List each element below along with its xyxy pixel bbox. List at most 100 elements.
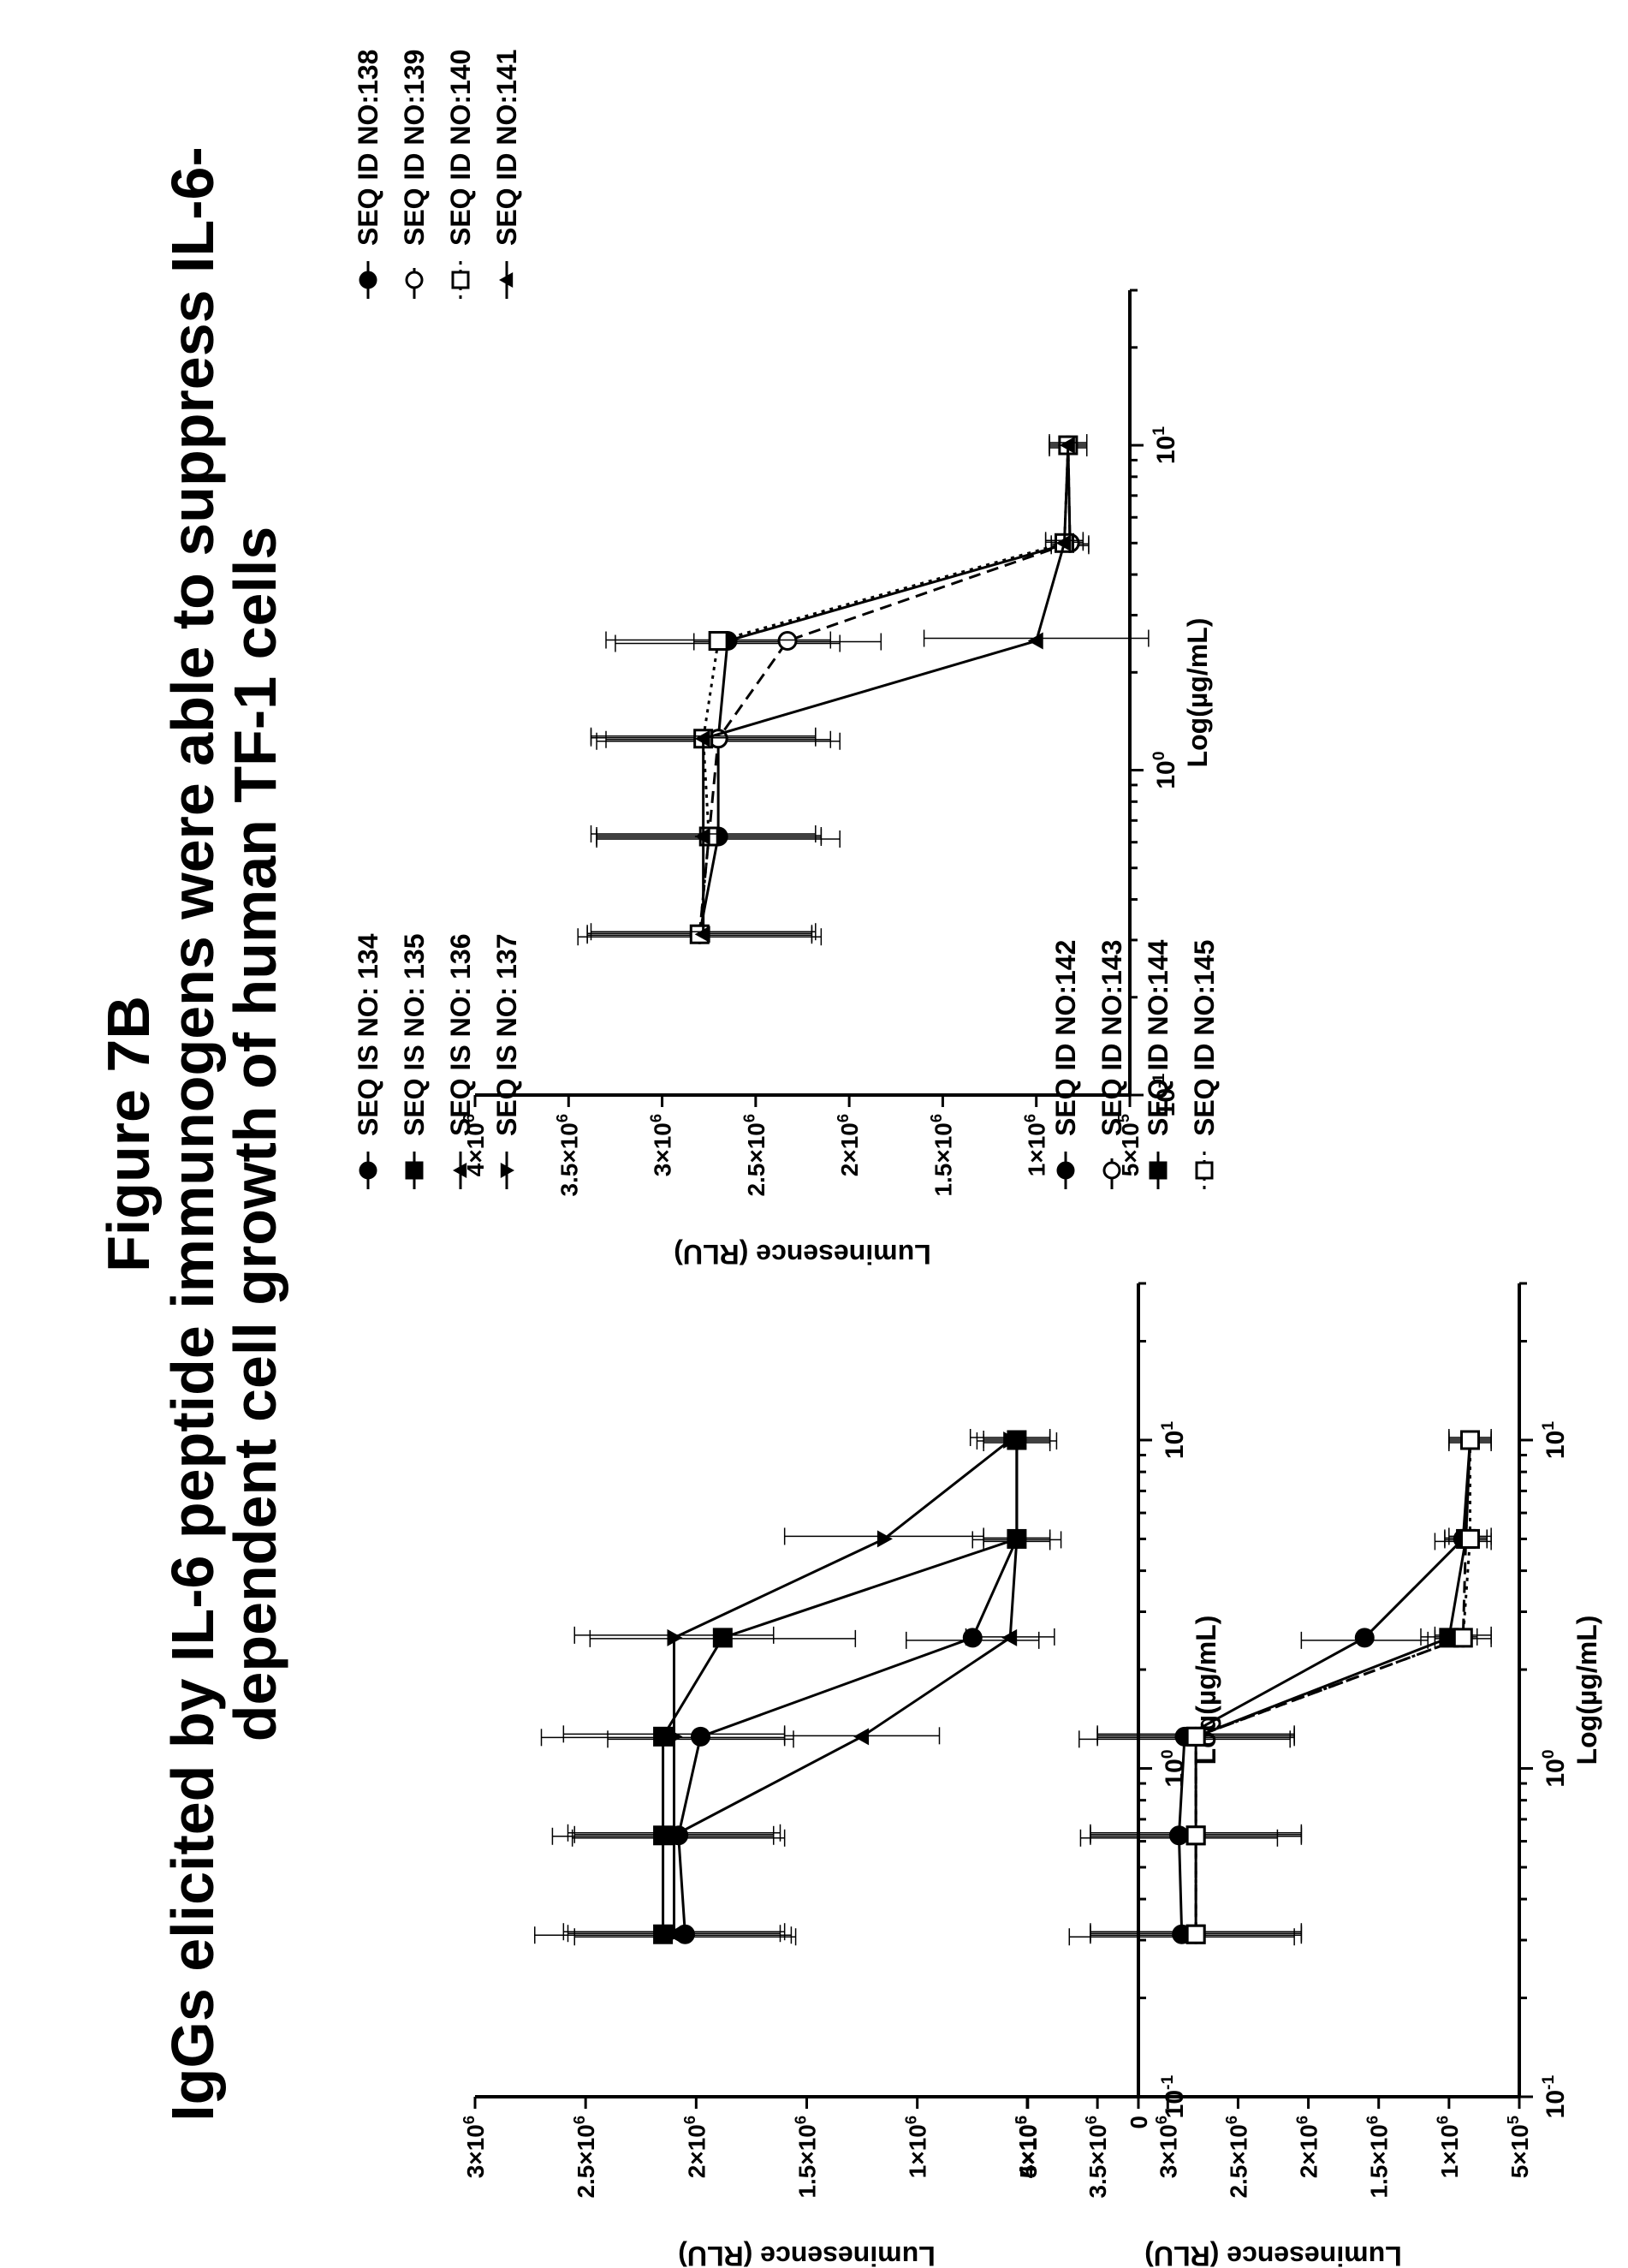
data-point: [712, 1628, 733, 1648]
data-point: [1003, 1431, 1019, 1449]
series-line: [1177, 1439, 1471, 1935]
legend-label: SEQ ID NO:144: [1143, 939, 1173, 1136]
x-tick-label: 100: [1539, 1749, 1570, 1787]
y-tick-label: 1×106: [1022, 1114, 1050, 1176]
y-tick-label: 1.5×106: [1364, 2116, 1393, 2199]
x-axis-label: Log(µg/mL): [1182, 618, 1213, 768]
legend-marker: [1056, 1161, 1075, 1180]
legend-label: SEQ IS NO: 136: [445, 933, 476, 1136]
data-point: [1027, 632, 1043, 650]
data-point: [667, 1628, 683, 1646]
x-tick-label: 10-1: [1539, 2075, 1570, 2118]
legend-label: SEQ ID NO:143: [1096, 940, 1127, 1136]
data-point: [1185, 1924, 1206, 1944]
data-point: [1168, 1825, 1189, 1846]
legend-marker: [1102, 1161, 1121, 1180]
y-axis-label: Luminesence (RLU): [674, 1239, 930, 1270]
series-line: [698, 445, 1072, 935]
data-point: [694, 926, 710, 944]
legend-marker: [451, 271, 470, 289]
data-point: [1001, 1628, 1018, 1646]
legend-label: SEQ ID NO:140: [445, 50, 476, 246]
legend-label: SEQ ID NO:142: [1050, 940, 1081, 1136]
legend-marker: [453, 1163, 467, 1178]
x-tick-label: 101: [1539, 1421, 1570, 1459]
data-point: [691, 1726, 710, 1747]
legend-label: SEQ ID NO:141: [491, 50, 522, 246]
y-tick-label: 4×106: [1013, 2116, 1041, 2178]
data-point: [777, 631, 798, 652]
y-tick-label: 2×106: [681, 2116, 710, 2178]
x-tick-label: 101: [1158, 1421, 1189, 1459]
series-line: [673, 1438, 1012, 1935]
y-tick-label: 2.5×106: [1223, 2116, 1251, 2199]
y-tick-label: 3×106: [647, 1114, 675, 1176]
data-point: [1059, 437, 1075, 455]
series-seq-id-no-142: [1068, 1430, 1492, 1946]
series-seq-is-no-137: [562, 1428, 1051, 1944]
legend-marker: [1149, 1161, 1168, 1180]
y-tick-label: 4×106: [460, 1114, 489, 1176]
data-point: [962, 1628, 983, 1648]
legend-label: SEQ IS NO: 134: [353, 933, 383, 1136]
x-tick-label: 10-1: [1150, 1073, 1180, 1116]
y-tick-label: 0: [1126, 2116, 1152, 2129]
y-tick-label: 1.5×106: [792, 2116, 820, 2199]
data-point: [708, 631, 728, 652]
data-point: [1185, 1825, 1206, 1846]
y-tick-label: 5×105: [1013, 2116, 1042, 2178]
data-point: [1354, 1628, 1375, 1648]
data-point: [694, 827, 710, 845]
series-seq-id-no-141: [590, 434, 1150, 944]
series-seq-id-no-145: [1090, 1428, 1492, 1944]
y-tick-label: 3×106: [1153, 2116, 1181, 2178]
data-point: [1453, 1628, 1473, 1648]
legend-label: SEQ IS NO: 137: [491, 933, 522, 1136]
data-point: [853, 1728, 870, 1746]
y-tick-label: 1×106: [902, 2116, 930, 2178]
y-tick-label: 3×106: [460, 2116, 489, 2178]
data-point: [667, 1826, 683, 1844]
legend-marker: [1195, 1161, 1214, 1180]
x-tick-label: 10-1: [1158, 2075, 1189, 2118]
y-tick-label: 2×106: [1293, 2116, 1322, 2178]
series-seq-id-no-144: [1090, 1430, 1492, 1944]
legend-label: SEQ ID NO:138: [353, 50, 383, 246]
data-point: [667, 1926, 683, 1944]
data-point: [1460, 1430, 1480, 1450]
data-point: [1460, 1528, 1480, 1549]
series-line: [1194, 1439, 1471, 1935]
legend-label: SEQ ID NO:139: [399, 50, 430, 246]
legend-marker: [499, 272, 514, 288]
data-point: [694, 729, 710, 747]
series-seq-id-no-143: [1090, 1430, 1492, 1944]
x-tick-label: 100: [1150, 751, 1180, 789]
series-line: [1194, 1439, 1471, 1935]
y-tick-label: 2.5×106: [571, 2116, 599, 2199]
data-point: [1185, 1726, 1206, 1747]
x-axis-label: Log(µg/mL): [1572, 1616, 1602, 1765]
y-tick-label: 2×106: [835, 1114, 863, 1176]
y-tick-label: 2.5×106: [741, 1114, 769, 1197]
y-tick-label: 3.5×106: [554, 1114, 582, 1197]
data-point: [1007, 1530, 1024, 1548]
data-point: [1055, 534, 1072, 552]
y-tick-label: 5×105: [1505, 2116, 1533, 2178]
y-tick-label: 5×105: [1115, 1114, 1144, 1176]
legend-marker: [405, 1161, 424, 1180]
legend-marker: [405, 271, 424, 289]
y-tick-label: 3.5×106: [1083, 2116, 1111, 2199]
y-tick-label: 1.5×106: [928, 1114, 956, 1197]
legend-label: SEQ IS NO: 135: [399, 933, 430, 1136]
data-point: [876, 1530, 893, 1548]
y-tick-label: 1×106: [1435, 2116, 1463, 2178]
y-axis-label: Luminesence (RLU): [678, 2241, 935, 2268]
legend-marker: [359, 271, 377, 289]
legend-marker: [500, 1163, 514, 1178]
series-line: [702, 444, 1070, 935]
legend-marker: [359, 1161, 377, 1180]
y-axis-label: Luminesence (RLU): [1144, 2241, 1401, 2268]
